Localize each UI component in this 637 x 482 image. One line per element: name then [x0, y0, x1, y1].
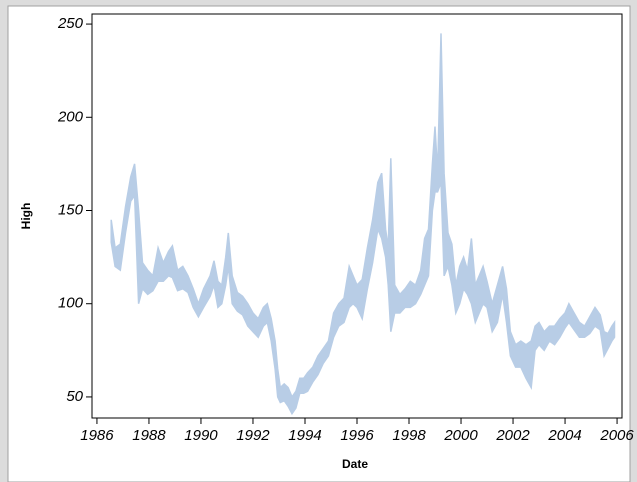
x-tick-label: 2002	[495, 427, 530, 444]
x-tick-label: 1998	[392, 427, 426, 444]
x-axis-title: Date	[342, 457, 368, 471]
band	[110, 33, 616, 416]
x-tick-label: 2000	[443, 427, 478, 444]
x-tick-label: 2004	[547, 427, 581, 444]
y-tick-label: 150	[58, 201, 84, 218]
x-tick-label: 1996	[340, 427, 374, 444]
y-tick-label: 200	[57, 108, 84, 125]
x-tick-label: 1992	[236, 427, 270, 444]
x-tick-label: 1986	[80, 427, 114, 444]
y-tick-label: 50	[66, 388, 83, 405]
x-tick-label: 1994	[288, 427, 321, 444]
y-axis-title: High	[19, 203, 33, 230]
x-tick-label: 1990	[184, 427, 218, 444]
x-tick-label: 2006	[599, 427, 634, 444]
x-tick-label: 1988	[132, 427, 166, 444]
y-tick-label: 250	[57, 15, 84, 32]
panel	[7, 5, 631, 482]
y-tick-label: 100	[58, 295, 84, 312]
